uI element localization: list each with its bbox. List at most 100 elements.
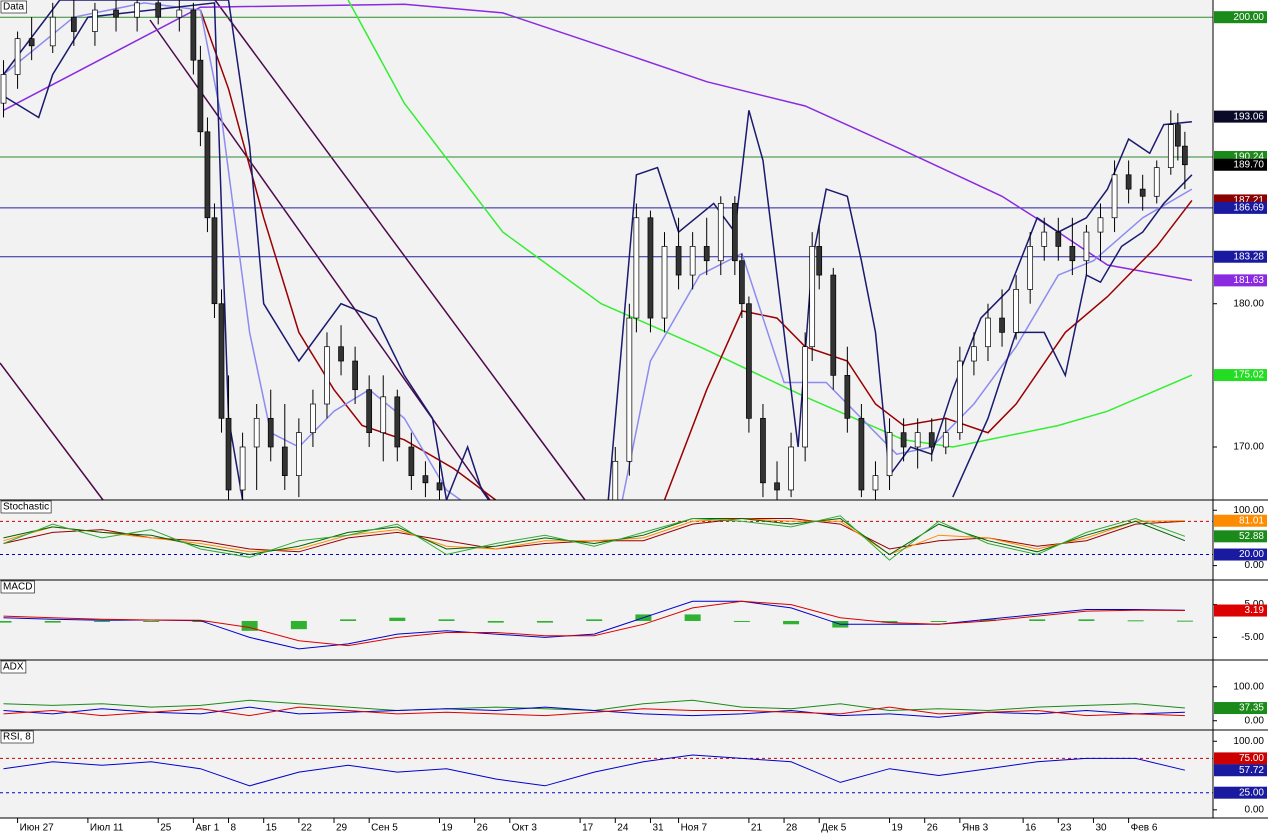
price-tag (1214, 274, 1267, 287)
candle-body (872, 475, 879, 491)
candle-body (971, 346, 977, 362)
panel (0, 0, 1213, 500)
y-tick-label: 180.00 (1233, 298, 1264, 309)
price-tag-label: 181.63 (1233, 275, 1264, 286)
y-tick-label: 100.00 (1233, 736, 1264, 747)
candle-body (28, 38, 35, 47)
candle-body (1041, 231, 1048, 247)
candle-body (70, 16, 77, 32)
candle-body (324, 346, 330, 405)
candle-body (113, 9, 119, 18)
panel-title-text: ADX (3, 662, 24, 673)
y-tick-label: -5.00 (1241, 632, 1264, 643)
candle-body (422, 475, 429, 484)
x-tick-label: 22 (301, 823, 313, 834)
candle-body (788, 446, 794, 491)
histogram-bar (44, 620, 61, 623)
candle-body (218, 303, 225, 419)
trend-line (214, 0, 586, 501)
candle-body (1083, 231, 1090, 262)
candle-body (204, 131, 211, 219)
x-tick-label: Июл 11 (90, 823, 124, 834)
indicator-line (3, 754, 1186, 787)
candle-body (310, 403, 316, 434)
panel-title: MACD (0, 580, 35, 594)
candle-body (267, 417, 274, 448)
y-tick-label: 0.00 (1245, 560, 1265, 571)
price-tag-label: 81.01 (1239, 515, 1264, 526)
candle-body (739, 260, 745, 305)
panel-title-text: Stochastic (3, 502, 49, 513)
candle-body (703, 246, 710, 262)
candle-body (809, 246, 816, 348)
histogram-bar (192, 620, 209, 622)
x-tick-label: 23 (1060, 823, 1072, 834)
y-tick-label: 0.00 (1245, 804, 1265, 815)
candle-body (1027, 246, 1034, 290)
title-box (0, 660, 27, 674)
panel-title-text: RSI, 8 (3, 732, 31, 743)
candle-body (408, 446, 415, 476)
histogram-bar (93, 620, 110, 622)
trend-line (0, 362, 104, 501)
y-tick-label: 170.00 (1233, 442, 1264, 453)
candle-body (380, 396, 387, 434)
candle-body (957, 360, 963, 434)
candle-body (1139, 188, 1146, 197)
candle-body (1055, 231, 1062, 247)
histogram-bar (1176, 620, 1193, 622)
price-tag (1214, 110, 1267, 123)
candle-body (155, 2, 162, 18)
price-tag-label: 175.02 (1233, 370, 1264, 381)
plot-background (0, 0, 1213, 818)
x-tick-label: Сен 5 (371, 823, 398, 834)
candle-body (0, 74, 7, 104)
histogram-bar (389, 617, 406, 621)
price-tag (1214, 702, 1267, 715)
price-tag (1214, 201, 1267, 214)
y-tick-label: 0.00 (1245, 715, 1265, 726)
panel-title: RSI, 8 (0, 730, 34, 744)
price-tag (1214, 764, 1267, 777)
histogram-bar (979, 619, 996, 621)
candle-body (1167, 124, 1174, 168)
histogram-bar (586, 619, 603, 621)
price-tag-label: 25.00 (1239, 787, 1264, 798)
candle-body (92, 9, 98, 32)
candle-body (830, 274, 837, 376)
candle-body (1111, 174, 1118, 219)
histogram-bar (536, 620, 553, 623)
histogram-bar (0, 620, 12, 623)
candle-body (731, 203, 738, 262)
histogram-bar (487, 620, 504, 623)
candle-body (1153, 167, 1160, 197)
histogram-bar (143, 620, 160, 622)
price-tag-label: 75.00 (1239, 753, 1264, 764)
overlay-line (2, 0, 1192, 500)
price-tag-label: 20.00 (1239, 549, 1264, 560)
panel (0, 515, 1213, 561)
candle-body (661, 246, 668, 319)
price-tag (1214, 369, 1267, 382)
candle-body (886, 432, 893, 476)
x-tick-label: 30 (1095, 823, 1107, 834)
candle-body (942, 432, 949, 448)
x-tick-label: 28 (786, 823, 798, 834)
histogram-bar (340, 619, 357, 621)
candle-body (746, 303, 752, 419)
histogram-bar (881, 620, 898, 623)
x-tick-label: 25 (160, 823, 172, 834)
title-box (0, 500, 52, 514)
price-tag (1214, 604, 1267, 617)
x-tick-label: 19 (441, 823, 453, 834)
candle-body (225, 417, 232, 491)
panel-title-text: Data (3, 2, 25, 13)
price-tag-label: 57.72 (1239, 765, 1264, 776)
price-tag-label: 37.35 (1239, 703, 1264, 714)
y-tick-label: 100.00 (1233, 681, 1264, 692)
panel (3, 699, 1185, 718)
indicator-line (3, 600, 1185, 647)
candle-body (239, 446, 246, 491)
price-tag-label: 193.06 (1233, 111, 1264, 122)
price-tag (1214, 250, 1267, 263)
